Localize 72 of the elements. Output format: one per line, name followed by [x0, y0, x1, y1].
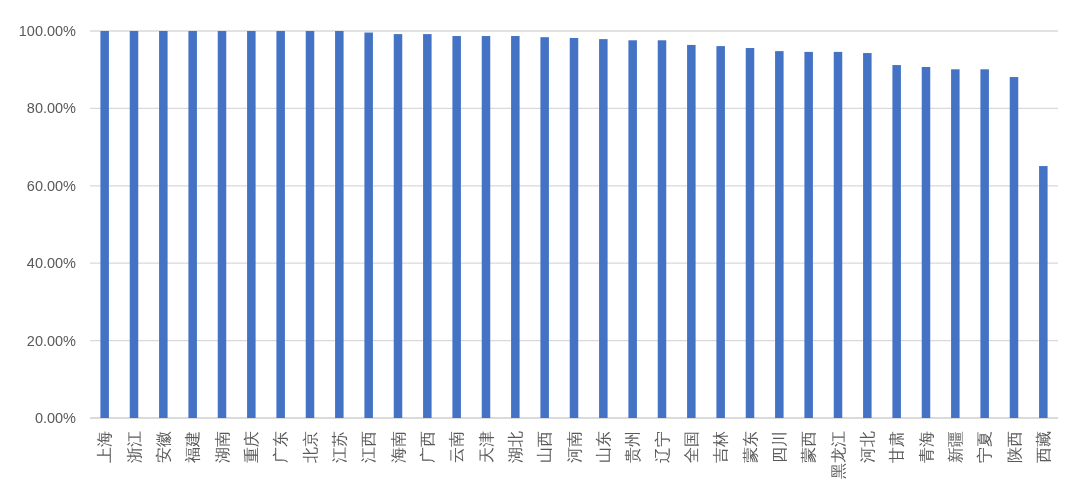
x-tick-label: 江苏 [330, 431, 348, 463]
x-tick-label: 黑龙江 [829, 431, 847, 479]
x-tick-label: 江西 [360, 431, 378, 463]
x-tick-label: 蒙西 [800, 431, 818, 463]
x-tick-label: 海南 [389, 431, 407, 463]
bar [159, 31, 168, 418]
bar [569, 37, 579, 418]
x-tick-label: 上海 [96, 431, 114, 463]
bar [423, 34, 432, 418]
bar [716, 46, 725, 418]
bar [511, 36, 520, 418]
x-tick-label: 浙江 [125, 431, 143, 463]
x-tick-label: 宁夏 [976, 431, 994, 463]
bar [452, 36, 461, 418]
x-tick-label: 蒙东 [741, 431, 759, 463]
bar [599, 39, 608, 418]
x-tick-label: 北京 [301, 431, 319, 463]
bar [1039, 166, 1048, 418]
bar [276, 31, 285, 418]
bar [1009, 77, 1019, 418]
x-tick-label: 新疆 [946, 431, 964, 463]
x-tick-label: 广东 [272, 431, 290, 463]
bar [364, 32, 373, 418]
x-tick-label: 天津 [477, 431, 495, 463]
y-tick-label: 60.00% [26, 177, 77, 194]
y-tick-label: 100.00% [18, 23, 77, 39]
x-tick-label: 陕西 [1005, 431, 1023, 463]
x-tick-label: 广西 [418, 431, 436, 463]
x-tick-label: 湖南 [213, 431, 231, 463]
x-tick-label: 四川 [770, 431, 788, 463]
bar [745, 48, 755, 418]
bar [393, 34, 403, 418]
y-tick-label: 80.00% [26, 100, 77, 117]
bar [951, 69, 960, 418]
bar [687, 44, 696, 418]
bar [481, 36, 491, 418]
x-tick-label: 河北 [858, 431, 876, 463]
x-tick-label: 西藏 [1034, 431, 1052, 463]
x-tick-label: 全国 [682, 431, 700, 463]
x-tick-label: 重庆 [242, 431, 260, 463]
bar [100, 31, 109, 418]
x-tick-label: 辽宁 [653, 431, 671, 463]
bar [921, 66, 931, 418]
y-tick-label: 40.00% [26, 255, 77, 272]
bar [833, 51, 843, 418]
x-tick-label: 贵州 [624, 431, 642, 463]
bar [863, 53, 872, 418]
x-tick-label: 安徽 [154, 431, 172, 463]
x-tick-label: 青海 [917, 431, 935, 463]
bar [775, 51, 784, 418]
bar [217, 31, 227, 418]
x-tick-label: 甘肃 [888, 431, 906, 463]
y-tick-label: 20.00% [26, 332, 77, 349]
bar [188, 31, 197, 418]
bar [980, 69, 989, 418]
x-tick-label: 山西 [536, 431, 554, 463]
x-tick-label: 山东 [594, 431, 612, 463]
x-tick-label: 河南 [565, 431, 583, 463]
bar [892, 65, 901, 418]
bar [657, 40, 667, 418]
x-tick-label: 吉林 [712, 431, 730, 463]
x-tick-label: 福建 [184, 431, 202, 463]
bar [335, 31, 344, 418]
bar [247, 31, 256, 418]
bar [540, 37, 549, 418]
x-tick-label: 湖北 [506, 431, 524, 463]
bar [305, 31, 315, 418]
y-tick-label: 0.00% [34, 410, 77, 426]
x-tick-label: 云南 [448, 431, 466, 463]
bar [129, 31, 139, 418]
bar [628, 40, 637, 418]
bar [804, 51, 813, 418]
